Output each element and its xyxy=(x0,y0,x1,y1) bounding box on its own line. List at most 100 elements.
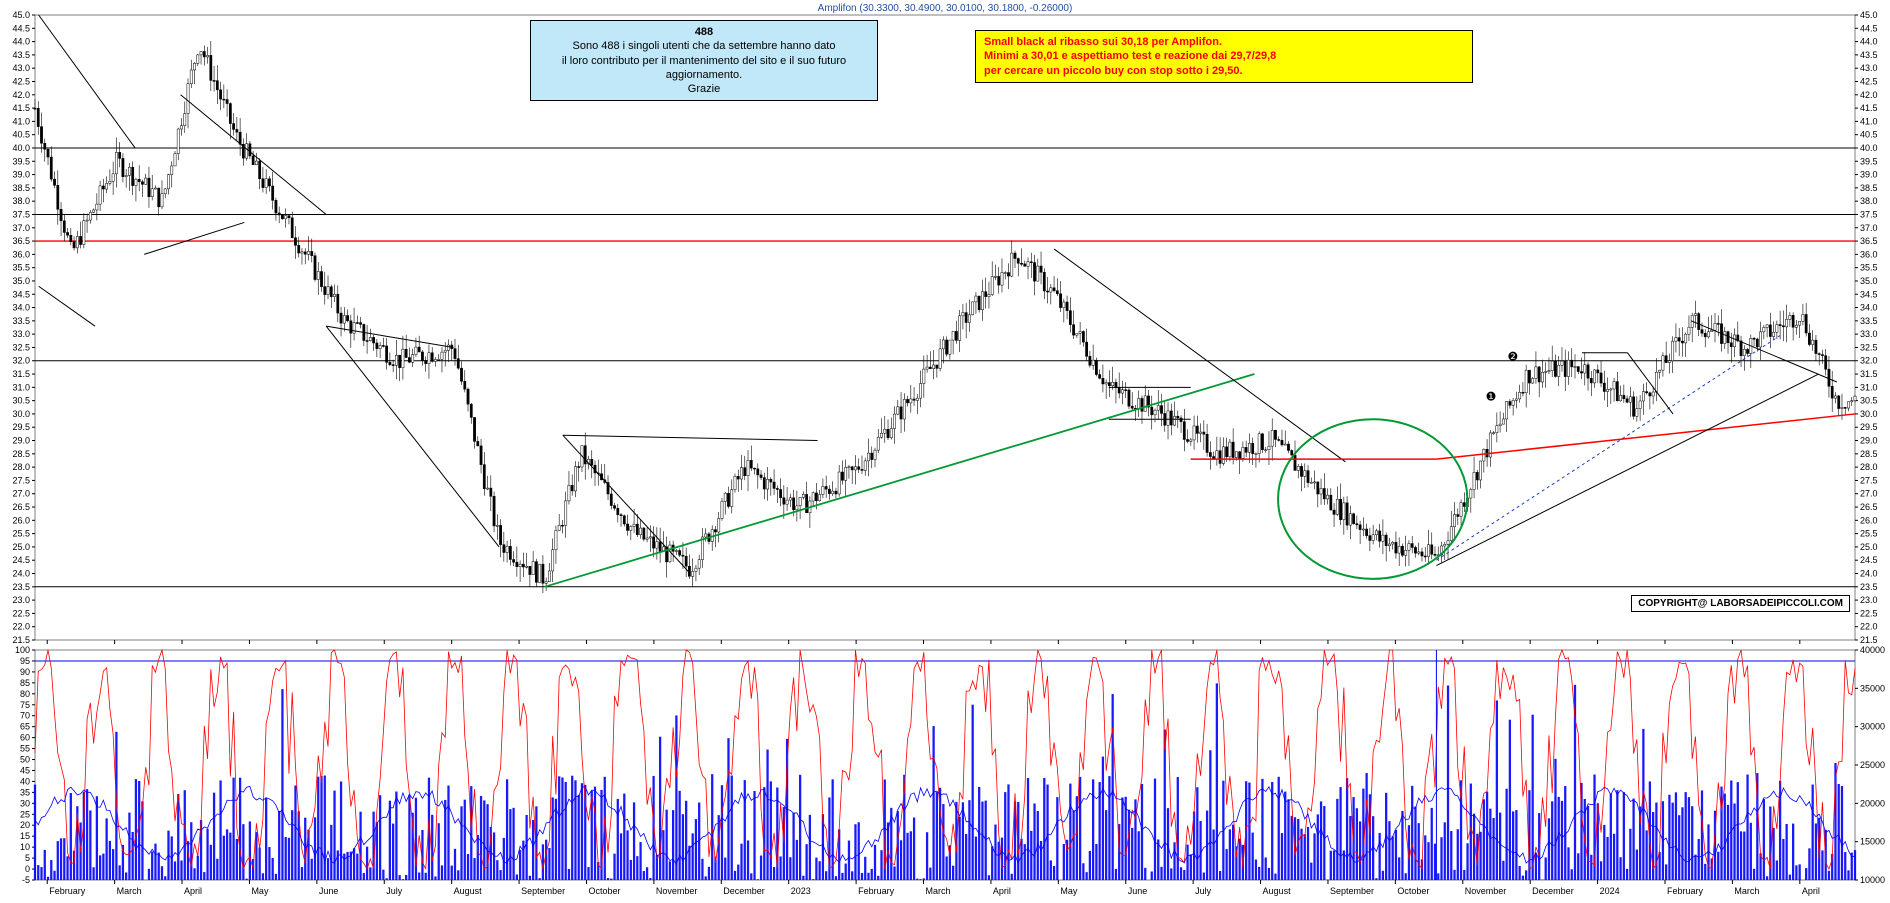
svg-text:August: August xyxy=(1263,886,1292,896)
svg-text:34.5: 34.5 xyxy=(1860,289,1878,299)
svg-text:2024: 2024 xyxy=(1600,886,1620,896)
chart-svg: 21.521.522.022.022.522.523.023.023.523.5… xyxy=(0,0,1890,903)
svg-text:22.5: 22.5 xyxy=(1860,608,1878,618)
svg-text:February: February xyxy=(49,886,86,896)
svg-text:December: December xyxy=(1532,886,1574,896)
box-yellow-l3: per cercare un piccolo buy con stop sott… xyxy=(984,65,1243,77)
svg-text:25.5: 25.5 xyxy=(12,529,30,539)
svg-text:31.5: 31.5 xyxy=(12,369,30,379)
svg-text:37.5: 37.5 xyxy=(12,209,30,219)
svg-text:February: February xyxy=(858,886,895,896)
svg-text:25: 25 xyxy=(20,809,30,819)
svg-text:39.5: 39.5 xyxy=(1860,156,1878,166)
svg-text:March: March xyxy=(1734,886,1759,896)
svg-text:42.0: 42.0 xyxy=(1860,90,1878,100)
svg-text:35: 35 xyxy=(20,787,30,797)
user-count-box: 488 Sono 488 i singoli utenti che da set… xyxy=(530,20,878,101)
box-yellow-l2: Minimi a 30,01 e aspettiamo test e reazi… xyxy=(984,50,1276,62)
svg-text:February: February xyxy=(1667,886,1704,896)
svg-text:April: April xyxy=(184,886,202,896)
svg-text:May: May xyxy=(251,886,269,896)
svg-text:42.0: 42.0 xyxy=(12,90,30,100)
svg-text:30: 30 xyxy=(20,798,30,808)
svg-text:September: September xyxy=(1330,886,1374,896)
svg-text:0: 0 xyxy=(25,864,30,874)
svg-text:25000: 25000 xyxy=(1860,760,1885,770)
svg-text:43.5: 43.5 xyxy=(1860,50,1878,60)
svg-text:August: August xyxy=(454,886,483,896)
svg-text:34.0: 34.0 xyxy=(12,303,30,313)
svg-text:36.5: 36.5 xyxy=(1860,236,1878,246)
svg-text:32.5: 32.5 xyxy=(1860,342,1878,352)
svg-text:41.0: 41.0 xyxy=(12,116,30,126)
chart-root: Amplifon (30.3300, 30.4900, 30.0100, 30.… xyxy=(0,0,1890,903)
svg-text:36.0: 36.0 xyxy=(12,249,30,259)
svg-text:27.0: 27.0 xyxy=(1860,489,1878,499)
svg-text:March: March xyxy=(117,886,142,896)
svg-text:33.0: 33.0 xyxy=(1860,329,1878,339)
svg-text:45.0: 45.0 xyxy=(1860,10,1878,20)
svg-text:100: 100 xyxy=(15,645,30,655)
svg-text:55: 55 xyxy=(20,744,30,754)
svg-text:26.0: 26.0 xyxy=(12,515,30,525)
svg-text:27.5: 27.5 xyxy=(12,475,30,485)
svg-text:70: 70 xyxy=(20,711,30,721)
svg-text:60: 60 xyxy=(20,733,30,743)
svg-text:44.5: 44.5 xyxy=(1860,23,1878,33)
svg-text:15000: 15000 xyxy=(1860,837,1885,847)
svg-text:35.5: 35.5 xyxy=(1860,263,1878,273)
svg-text:27.5: 27.5 xyxy=(1860,475,1878,485)
svg-text:35.5: 35.5 xyxy=(12,263,30,273)
svg-text:37.0: 37.0 xyxy=(1860,223,1878,233)
svg-text:44.5: 44.5 xyxy=(12,23,30,33)
box-yellow-l1: Small black al ribasso sui 30,18 per Amp… xyxy=(984,36,1222,48)
svg-text:41.5: 41.5 xyxy=(12,103,30,113)
svg-text:32.5: 32.5 xyxy=(12,342,30,352)
svg-text:21.5: 21.5 xyxy=(12,635,30,645)
svg-text:33.0: 33.0 xyxy=(12,329,30,339)
svg-text:39.0: 39.0 xyxy=(12,170,30,180)
analysis-box: Small black al ribasso sui 30,18 per Amp… xyxy=(975,30,1473,83)
svg-text:21.5: 21.5 xyxy=(1860,635,1878,645)
svg-text:25.0: 25.0 xyxy=(12,542,30,552)
svg-text:37.0: 37.0 xyxy=(12,223,30,233)
svg-text:5: 5 xyxy=(25,853,30,863)
svg-text:44.0: 44.0 xyxy=(1860,37,1878,47)
svg-text:43.5: 43.5 xyxy=(12,50,30,60)
svg-text:May: May xyxy=(1060,886,1078,896)
svg-text:22.5: 22.5 xyxy=(12,608,30,618)
svg-text:28.0: 28.0 xyxy=(12,462,30,472)
svg-text:31.0: 31.0 xyxy=(12,382,30,392)
svg-text:28.0: 28.0 xyxy=(1860,462,1878,472)
svg-text:15: 15 xyxy=(20,831,30,841)
svg-text:38.5: 38.5 xyxy=(12,183,30,193)
svg-text:32.0: 32.0 xyxy=(12,356,30,366)
svg-text:26.0: 26.0 xyxy=(1860,515,1878,525)
svg-text:July: July xyxy=(386,886,403,896)
svg-text:29.0: 29.0 xyxy=(1860,436,1878,446)
svg-text:40: 40 xyxy=(20,776,30,786)
svg-text:43.0: 43.0 xyxy=(12,63,30,73)
svg-text:25.5: 25.5 xyxy=(1860,529,1878,539)
box-blue-l3: il loro contributo per il mantenimento d… xyxy=(562,55,846,67)
svg-text:31.5: 31.5 xyxy=(1860,369,1878,379)
svg-text:35.0: 35.0 xyxy=(1860,276,1878,286)
svg-text:-5: -5 xyxy=(22,875,30,885)
svg-text:35.0: 35.0 xyxy=(12,276,30,286)
svg-text:40000: 40000 xyxy=(1860,645,1885,655)
svg-text:24.5: 24.5 xyxy=(12,555,30,565)
svg-text:25.0: 25.0 xyxy=(1860,542,1878,552)
svg-text:80: 80 xyxy=(20,689,30,699)
svg-text:September: September xyxy=(521,886,565,896)
box-blue-l2: Sono 488 i singoli utenti che da settemb… xyxy=(573,40,836,52)
svg-text:March: March xyxy=(926,886,951,896)
svg-text:31.0: 31.0 xyxy=(1860,382,1878,392)
svg-text:30000: 30000 xyxy=(1860,722,1885,732)
svg-text:October: October xyxy=(1397,886,1429,896)
svg-text:42.5: 42.5 xyxy=(1860,76,1878,86)
svg-text:24.0: 24.0 xyxy=(1860,569,1878,579)
svg-text:28.5: 28.5 xyxy=(12,449,30,459)
user-count: 488 xyxy=(695,26,713,38)
svg-text:37.5: 37.5 xyxy=(1860,209,1878,219)
svg-text:December: December xyxy=(723,886,765,896)
